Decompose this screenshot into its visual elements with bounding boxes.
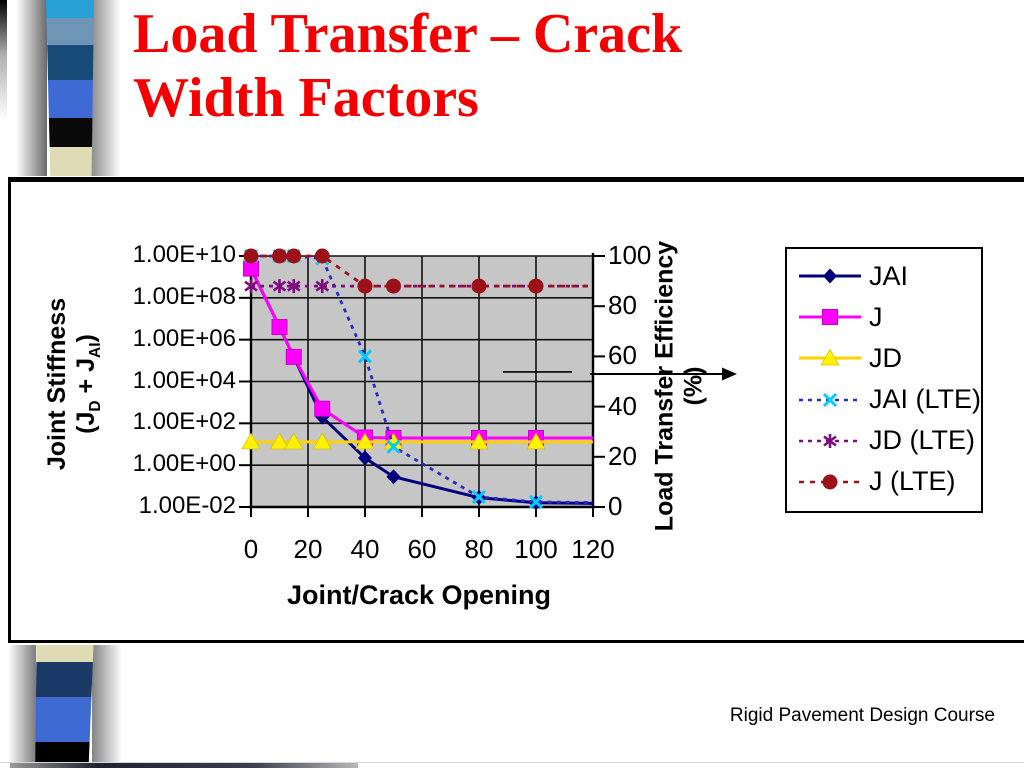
data-point-marker-circle [357, 278, 373, 294]
legend-label: JAI [869, 260, 909, 291]
legend-label: JD (LTE) [869, 425, 975, 456]
legend-label: JAI (LTE) [869, 384, 982, 415]
legend-sample-JD [799, 349, 861, 366]
legend-item-jd: JD [797, 338, 981, 378]
legend-sample-JD (LTE) [799, 433, 861, 448]
chart-legend: JAI J JD JAI (LTE) JD (LTE) J (LTE) [785, 247, 983, 513]
ribbon-segment [35, 662, 94, 697]
data-point-marker-triangle [284, 432, 304, 450]
data-point-marker-x [386, 439, 401, 454]
data-point-marker-square [314, 400, 331, 417]
data-point-marker-diamond [358, 450, 372, 466]
data-point-marker-diamond [823, 268, 837, 284]
legend-label: J [869, 301, 883, 332]
data-point-marker-triangle [355, 432, 375, 450]
data-point-marker-asterisk [315, 279, 330, 294]
legend-swatch-j [797, 301, 863, 333]
slide-title-line-1: Load Transfer – Crack [133, 3, 683, 65]
slide-title-line-2: Width Factors [133, 67, 479, 129]
template-ribbon-bottom [35, 645, 94, 768]
ribbon-segment [46, 147, 94, 176]
legend-sample-JAI (LTE) [799, 392, 861, 407]
data-point-marker-triangle [820, 349, 840, 366]
legend-item-j: J [797, 297, 981, 337]
data-point-marker-circle [272, 248, 287, 264]
ribbon-segment [46, 0, 94, 18]
data-point-marker-triangle [241, 432, 261, 450]
legend-item-jai: JAI [797, 256, 981, 296]
ribbon-segment [35, 697, 94, 742]
data-point-marker-asterisk [272, 279, 287, 294]
data-point-marker-x [357, 349, 373, 364]
data-point-marker-diamond [386, 469, 401, 485]
data-point-marker-circle [286, 248, 302, 264]
corner-shadow-sliver [0, 0, 7, 120]
bottom-dark-strip [10, 763, 358, 768]
ribbon-segment [46, 118, 94, 147]
legend-swatch-jai-lte [797, 384, 863, 416]
data-point-marker-triangle [469, 432, 489, 450]
ribbon-segment [35, 645, 94, 662]
data-point-marker-triangle [269, 432, 290, 450]
data-point-marker-circle [386, 278, 401, 294]
data-point-marker-x [822, 392, 838, 407]
annotation-arrowhead [722, 367, 737, 381]
data-point-marker-circle [822, 474, 838, 490]
data-point-marker-x [528, 494, 544, 510]
bottom-bar-shadow-right [92, 645, 122, 768]
legend-sample-J (LTE) [799, 474, 861, 490]
legend-swatch-j-lte [797, 466, 863, 498]
legend-item-jd-lte: JD (LTE) [797, 421, 981, 461]
data-point-marker-circle [528, 278, 544, 294]
data-point-marker-x [471, 489, 487, 505]
ribbon-segment [46, 45, 94, 80]
data-point-marker-triangle [312, 432, 332, 450]
bottom-hairline [0, 762, 1024, 763]
data-point-marker-asterisk [286, 279, 301, 294]
legend-swatch-jd [797, 342, 863, 374]
data-point-marker-circle [243, 248, 259, 264]
top-bar-shadow-left [16, 0, 47, 176]
template-ribbon-top [46, 0, 94, 176]
legend-label: JD [869, 342, 902, 373]
ribbon-segment [46, 18, 94, 45]
data-point-marker-square [271, 319, 288, 336]
data-point-marker-square [285, 348, 302, 365]
data-point-marker-asterisk [244, 279, 258, 294]
legend-swatch-jd-lte [797, 425, 863, 457]
data-point-marker-circle [471, 278, 487, 294]
data-point-marker-triangle [526, 432, 546, 450]
legend-item-j-lte: J (LTE) [797, 462, 981, 502]
legend-label: J (LTE) [869, 466, 956, 497]
bottom-bar-shadow-left [8, 645, 36, 768]
legend-item-jai-lte: JAI (LTE) [797, 380, 981, 420]
ribbon-segment [46, 80, 94, 118]
data-point-marker-circle [314, 248, 330, 264]
data-point-marker-square [822, 309, 838, 326]
data-point-marker-asterisk [823, 433, 837, 448]
footer-text: Rigid Pavement Design Course [729, 705, 995, 726]
legend-sample-J [799, 309, 861, 326]
legend-sample-JAI [799, 268, 861, 284]
slide-title: Load Transfer – Crack Width Factors [133, 2, 893, 130]
top-bar-shadow-right [91, 0, 121, 176]
legend-swatch-jai [797, 260, 863, 292]
